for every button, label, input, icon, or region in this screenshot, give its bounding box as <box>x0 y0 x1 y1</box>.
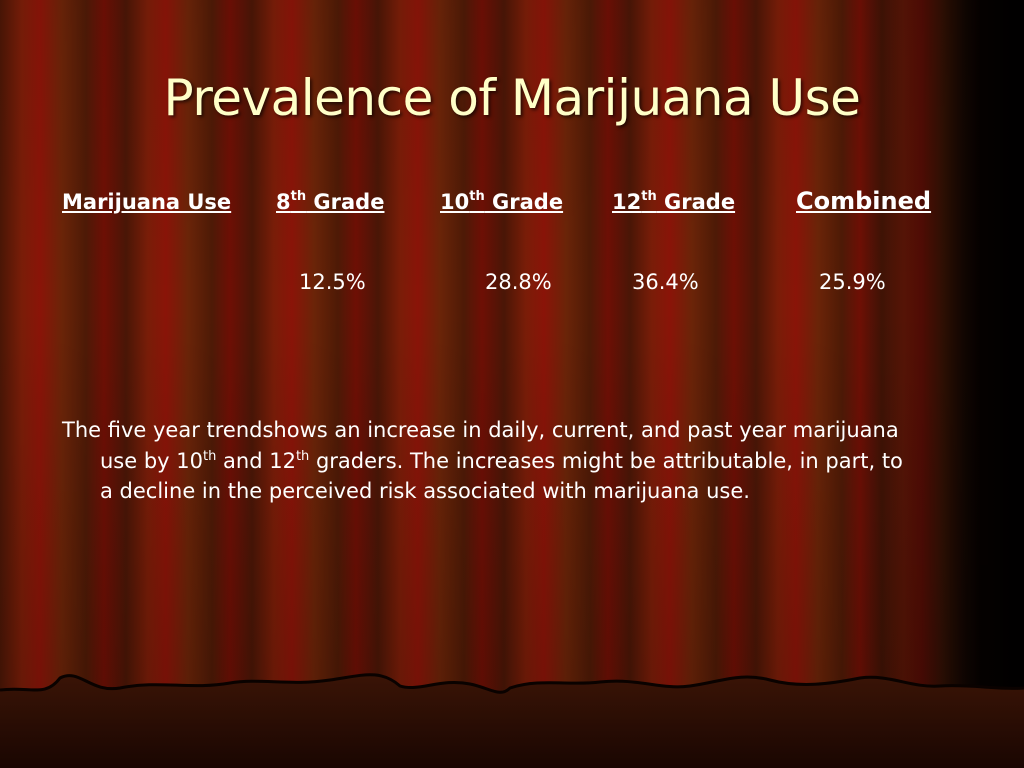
value-12th-grade: 36.4% <box>632 270 699 294</box>
value-10th-grade: 28.8% <box>485 270 552 294</box>
curtain-fringe <box>0 673 1024 768</box>
slide-title: Prevalence of Marijuana Use <box>163 69 861 127</box>
header-marijuana-use: Marijuana Use <box>62 190 232 214</box>
header-combined: Combined <box>796 187 932 215</box>
header-10th-grade: 10th Grade <box>440 189 564 214</box>
value-combined: 25.9% <box>819 270 886 294</box>
value-8th-grade: 12.5% <box>299 270 366 294</box>
header-8th-grade: 8th Grade <box>276 189 385 214</box>
trend-paragraph: The five year trendshows an increase in … <box>62 418 903 503</box>
header-12th-grade: 12th Grade <box>612 189 736 214</box>
